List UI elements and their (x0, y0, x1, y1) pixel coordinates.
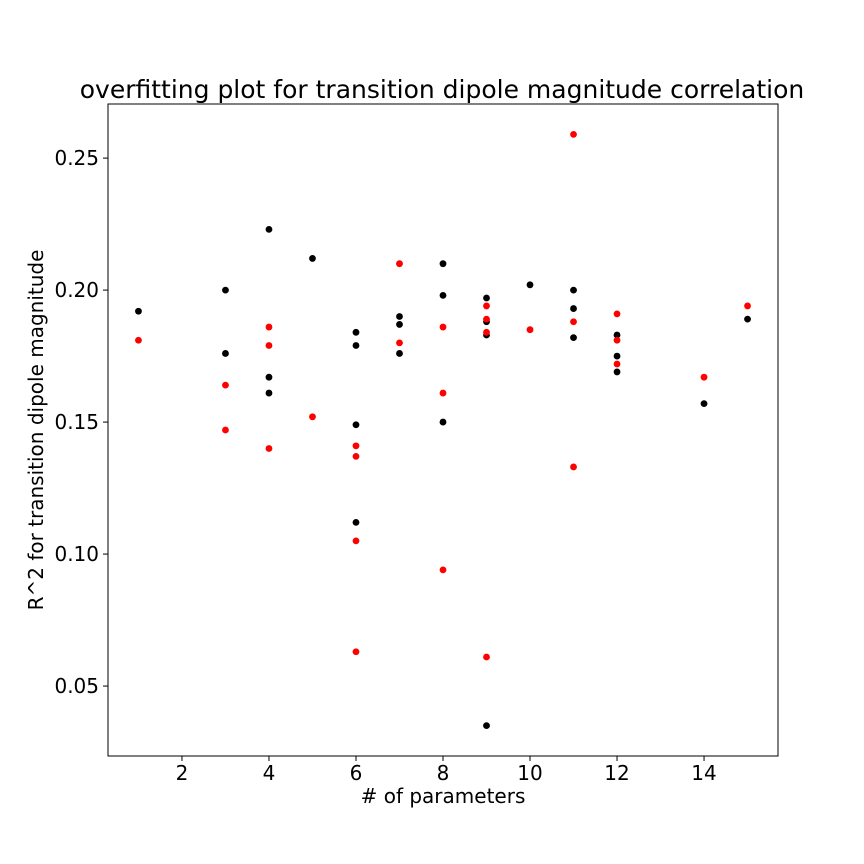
data-point-red (570, 318, 577, 326)
data-point-black (613, 352, 621, 360)
data-point-red (396, 339, 403, 347)
data-point-red (352, 537, 360, 545)
data-point-red (265, 323, 273, 331)
x-tick-label: 6 (350, 761, 363, 785)
data-point-black (222, 286, 229, 294)
y-tick-label: 0.25 (54, 146, 99, 170)
data-point-red (483, 653, 490, 661)
data-point-red (613, 360, 621, 368)
data-point-black (396, 321, 403, 328)
x-tick-label: 2 (176, 761, 189, 785)
data-point-black (352, 328, 360, 336)
data-point-red (570, 463, 577, 471)
data-point-black (135, 307, 142, 315)
data-point-black (265, 373, 273, 381)
data-point-red (439, 389, 447, 397)
data-point-black (700, 400, 708, 408)
data-point-black (222, 350, 229, 357)
data-point-red (439, 323, 447, 331)
data-point-black (265, 389, 273, 397)
data-point-black (439, 418, 447, 426)
x-tick-label: 12 (604, 761, 629, 785)
data-point-red (483, 328, 490, 336)
x-axis-label: # of parameters (361, 784, 526, 808)
data-point-black (744, 315, 751, 323)
x-tick-label: 14 (691, 761, 716, 785)
data-point-red (744, 302, 751, 310)
data-point-black (439, 291, 447, 299)
data-point-black (570, 286, 577, 294)
data-point-red (483, 302, 490, 310)
data-point-black (483, 722, 490, 730)
data-point-red (352, 442, 360, 450)
data-point-black (352, 421, 360, 429)
data-point-red (700, 373, 708, 381)
data-point-red (352, 452, 360, 460)
data-point-black (526, 281, 534, 289)
x-tick-label: 8 (437, 761, 450, 785)
data-point-black (396, 350, 403, 357)
data-point-black (570, 334, 577, 342)
data-point-black (309, 255, 316, 262)
data-point-black (613, 331, 621, 339)
y-tick-label: 0.10 (54, 542, 99, 566)
data-point-red (396, 260, 403, 268)
y-tick-label: 0.15 (54, 410, 99, 434)
x-axis-ticks: 2 4 6 8 10 12 14 (176, 756, 717, 785)
data-point-red (135, 336, 142, 344)
data-point-black (396, 313, 403, 320)
y-tick-label: 0.20 (54, 278, 99, 302)
data-point-red (222, 426, 229, 434)
data-point-red (526, 326, 534, 334)
data-point-red (613, 336, 621, 344)
data-point-red (439, 566, 447, 574)
data-point-red (613, 310, 621, 318)
data-point-black (265, 225, 273, 233)
chart-title: overfitting plot for transition dipole m… (80, 75, 805, 104)
data-point-black (570, 305, 577, 312)
data-point-red (570, 130, 577, 138)
data-point-red (309, 413, 316, 421)
plot-area (107, 103, 779, 757)
y-tick-label: 0.05 (54, 674, 99, 698)
data-point-red (483, 315, 490, 323)
x-tick-label: 10 (517, 761, 542, 785)
data-points (135, 130, 751, 730)
data-point-red (222, 381, 229, 389)
data-point-black (439, 260, 447, 268)
data-point-black (613, 368, 621, 376)
data-point-black (352, 342, 360, 349)
data-point-black (352, 518, 360, 526)
data-point-red (265, 445, 273, 452)
data-point-red (352, 648, 360, 656)
data-point-red (265, 342, 273, 349)
y-axis-label: R^2 for transition dipole magnitude (24, 250, 48, 611)
data-point-black (483, 294, 490, 302)
x-tick-label: 4 (263, 761, 276, 785)
y-axis-ticks: 0.05 0.10 0.15 0.20 0.25 (54, 146, 108, 698)
